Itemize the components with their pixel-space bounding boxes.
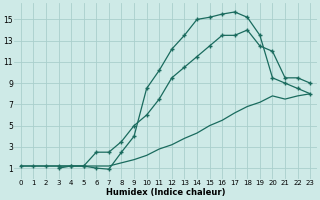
- X-axis label: Humidex (Indice chaleur): Humidex (Indice chaleur): [106, 188, 225, 197]
